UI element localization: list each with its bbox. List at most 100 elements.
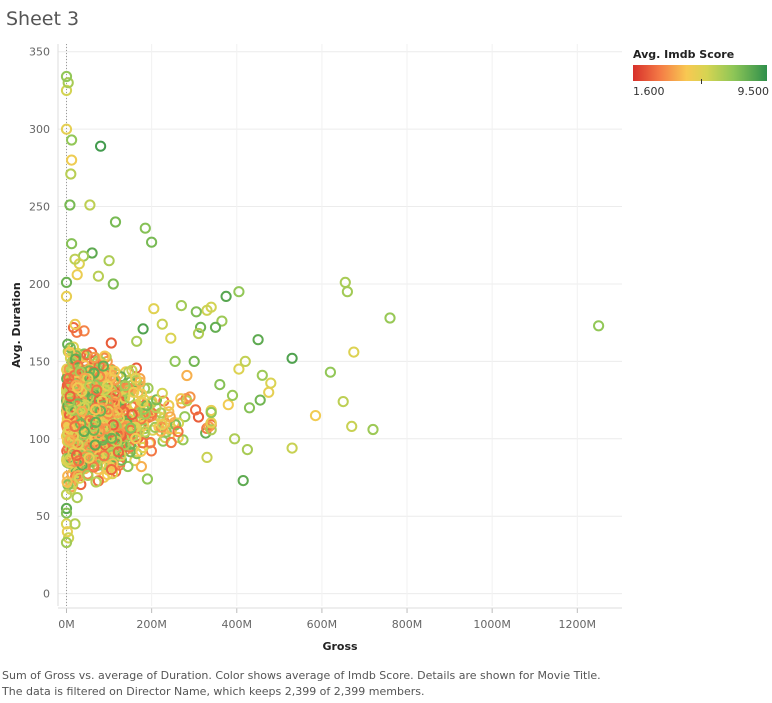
data-point[interactable] — [190, 404, 202, 416]
data-point[interactable] — [263, 386, 275, 398]
data-point[interactable] — [137, 323, 149, 335]
data-point[interactable] — [60, 488, 73, 501]
data-point[interactable] — [119, 380, 131, 392]
data-point[interactable] — [241, 444, 253, 456]
data-point[interactable] — [384, 312, 396, 324]
data-point[interactable] — [339, 276, 351, 288]
data-point[interactable] — [229, 433, 241, 445]
data-point[interactable] — [239, 355, 251, 367]
data-point[interactable] — [105, 337, 117, 349]
data-point[interactable] — [60, 290, 73, 302]
data-point[interactable] — [214, 379, 226, 391]
data-point[interactable] — [195, 321, 207, 333]
data-point[interactable] — [252, 334, 264, 346]
data-point[interactable] — [107, 278, 119, 290]
data-point[interactable] — [69, 420, 81, 432]
data-point[interactable] — [144, 437, 156, 449]
data-point[interactable] — [69, 318, 81, 330]
data-point[interactable] — [205, 424, 217, 436]
data-point[interactable] — [60, 507, 73, 519]
data-point[interactable] — [226, 389, 239, 401]
data-point[interactable] — [89, 439, 101, 451]
data-point[interactable] — [135, 388, 148, 400]
data-point[interactable] — [346, 420, 358, 432]
data-point[interactable] — [73, 455, 85, 467]
data-point[interactable] — [62, 77, 74, 89]
data-point[interactable] — [64, 199, 76, 211]
data-point[interactable] — [91, 384, 103, 396]
data-point[interactable] — [65, 168, 77, 180]
data-point[interactable] — [97, 395, 109, 407]
data-point[interactable] — [190, 306, 202, 318]
data-point[interactable] — [324, 366, 336, 378]
data-point[interactable] — [216, 315, 228, 327]
data-point[interactable] — [148, 303, 160, 315]
data-point[interactable] — [146, 236, 158, 248]
data-point[interactable] — [108, 396, 121, 408]
data-point[interactable] — [220, 290, 232, 302]
data-point[interactable] — [205, 406, 217, 419]
data-point[interactable] — [367, 423, 379, 436]
data-point[interactable] — [130, 372, 142, 384]
data-point[interactable] — [61, 476, 73, 488]
data-point[interactable] — [90, 416, 102, 428]
data-point[interactable] — [181, 369, 193, 382]
data-point[interactable] — [64, 390, 76, 402]
data-point[interactable] — [61, 526, 74, 538]
data-point[interactable] — [60, 84, 73, 97]
data-point[interactable] — [169, 355, 181, 367]
data-point[interactable] — [84, 440, 96, 452]
data-point[interactable] — [71, 269, 83, 281]
data-point[interactable] — [188, 355, 200, 367]
data-point[interactable] — [64, 342, 76, 354]
data-point[interactable] — [105, 464, 118, 476]
data-point[interactable] — [156, 318, 168, 330]
data-point[interactable] — [60, 70, 73, 83]
data-point[interactable] — [337, 396, 349, 408]
data-point[interactable] — [84, 199, 96, 211]
data-point[interactable] — [139, 222, 151, 234]
data-point[interactable] — [111, 406, 124, 419]
data-point[interactable] — [237, 475, 249, 487]
data-point[interactable] — [131, 335, 143, 347]
data-point[interactable] — [156, 387, 168, 399]
data-point[interactable] — [128, 386, 140, 398]
data-point[interactable] — [192, 327, 205, 340]
data-point[interactable] — [69, 518, 81, 530]
data-point[interactable] — [90, 476, 102, 488]
data-point[interactable] — [90, 404, 102, 416]
data-point[interactable] — [66, 238, 78, 250]
data-point[interactable] — [222, 399, 234, 411]
data-point[interactable] — [109, 216, 122, 228]
data-point[interactable] — [103, 255, 115, 267]
data-point[interactable] — [243, 402, 256, 414]
data-point[interactable] — [201, 451, 213, 463]
data-point[interactable] — [150, 394, 163, 406]
data-point[interactable] — [593, 320, 605, 332]
data-point[interactable] — [95, 140, 107, 152]
data-point[interactable] — [286, 352, 298, 364]
data-point[interactable] — [65, 403, 77, 415]
data-point[interactable] — [64, 396, 76, 408]
data-point[interactable] — [115, 371, 127, 383]
data-point[interactable] — [129, 454, 141, 467]
data-point[interactable] — [66, 134, 78, 146]
data-point[interactable] — [149, 421, 161, 433]
data-point[interactable] — [107, 458, 119, 470]
data-point[interactable] — [184, 391, 196, 403]
data-point[interactable] — [233, 363, 245, 375]
data-point[interactable] — [69, 253, 81, 265]
data-point[interactable] — [71, 492, 83, 504]
data-point[interactable] — [78, 425, 90, 438]
data-point[interactable] — [135, 461, 147, 473]
data-point[interactable] — [205, 417, 217, 429]
color-legend[interactable]: Avg. Imdb Score 1.600 9.500 — [633, 48, 769, 98]
data-point[interactable] — [125, 422, 137, 434]
data-point[interactable] — [256, 369, 268, 381]
data-point[interactable] — [60, 123, 73, 135]
data-point[interactable] — [95, 405, 107, 417]
data-point[interactable] — [64, 434, 76, 446]
data-point[interactable] — [69, 353, 82, 365]
data-point[interactable] — [83, 452, 95, 464]
data-point[interactable] — [348, 346, 360, 358]
